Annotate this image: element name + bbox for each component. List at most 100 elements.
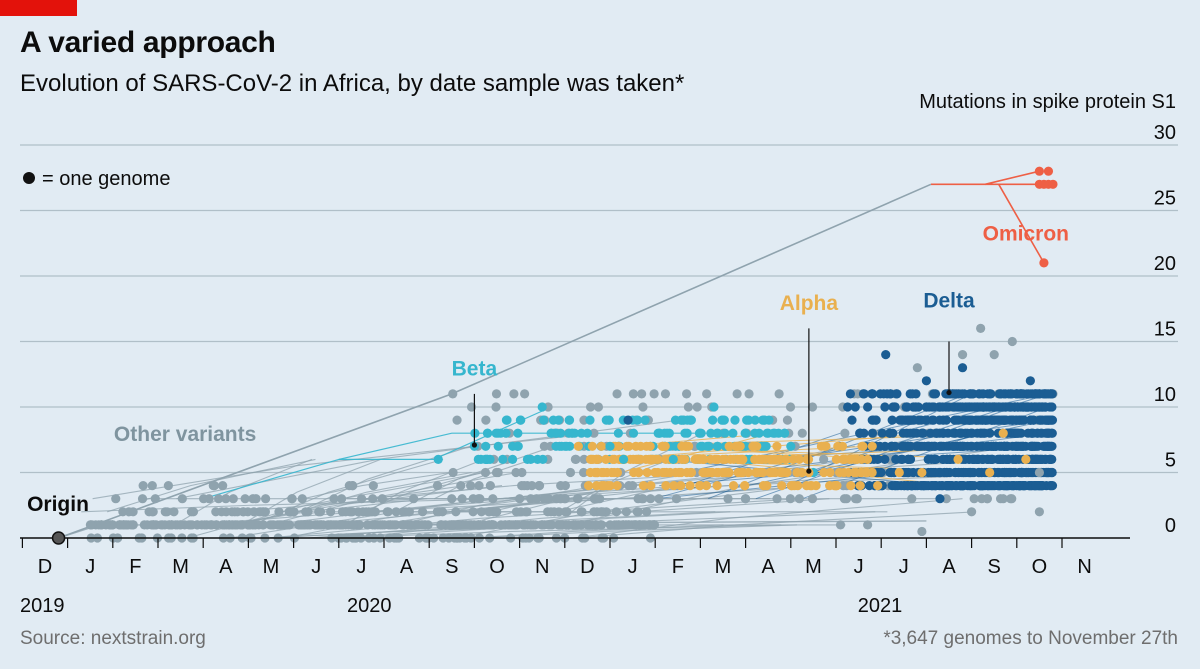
x-month-label: A [942,556,956,578]
delta-genome-dot [1043,441,1054,451]
delta-genome-dot [921,481,931,491]
y-axis-label: Mutations in spike protein S1 [919,91,1176,113]
variant-label-alpha: Alpha [780,292,839,315]
alpha-genome-dot [685,481,695,491]
beta-genome-dot [709,402,719,412]
other-genome-dot [520,520,530,530]
chart-title: A varied approach [20,26,276,59]
other-genome-dot [621,507,631,517]
beta-genome-dot [761,441,771,451]
other-genome-dot [166,520,176,530]
alpha-genome-dot [873,481,883,491]
alpha-genome-dot [779,467,790,478]
other-genome-dot [565,467,576,478]
beta-genome-dot [696,428,706,438]
beta-genome-dot [786,441,796,451]
variant-label-other-variants: Other variants [114,423,256,446]
other-genome-dot [209,481,220,491]
delta-genome-dot [957,481,968,491]
other-genome-dot [192,520,203,530]
delta-genome-dot [920,415,931,425]
beta-genome-dot [604,415,614,425]
delta-genome-dot [871,415,881,425]
other-variants-genome-dot [637,389,647,399]
y-tick-label: 30 [1154,122,1176,144]
beta-genome-dot [548,415,558,425]
other-branch [572,498,963,539]
other-genome-dot [367,520,378,530]
alpha-genome-dot [641,441,652,451]
other-genome-dot [530,520,540,530]
delta-genome-dot [979,428,989,438]
other-genome-dot [447,494,457,504]
other-genome-dot [446,520,457,530]
alpha-genome-dot [718,467,728,478]
other-genome-dot [517,467,527,478]
alpha-genome-dot [598,481,608,491]
other-genome-dot [683,402,694,412]
alpha-genome-dot [831,481,841,491]
other-genome-dot [969,494,979,504]
origin-marker: Origin [27,493,89,545]
delta-genome-dot [941,441,952,451]
delta-genome-dot [898,428,908,438]
delta-genome-dot [855,428,865,438]
delta-genome-dot [1035,454,1045,464]
beta-genome-dot [744,415,754,425]
y-tick-label: 0 [1165,515,1176,537]
other-genome-dot [527,481,537,491]
delta-genome-dot [1041,467,1051,478]
delta-genome-dot [957,402,967,412]
other-branch [107,458,316,513]
x-month-label: F [129,556,141,578]
beta-genome-dot [682,428,692,438]
delta-genome-dot [962,441,973,451]
omicron-branch [930,170,1040,186]
delta-genome-dot [891,454,901,464]
alpha-genome-dot [631,441,641,451]
delta-genome-dot [1007,389,1017,399]
other-genome-dot [224,520,234,530]
origin-label: Origin [27,493,89,516]
other-genome-dot [488,494,498,504]
beta-genome-dot [507,454,518,464]
alpha-genome-dot [789,481,799,491]
delta-genome-dot [1040,415,1050,425]
alpha-genome-dot [998,428,1008,438]
chart-subtitle: Evolution of SARS-CoV-2 in Africa, by da… [20,70,685,97]
delta-genome-dot [863,402,873,412]
alpha-genome-dot [867,441,877,451]
other-genome-dot [451,507,461,517]
beta-genome-dot [605,441,615,451]
x-year-label: 2019 [20,595,65,617]
x-month-label: S [445,556,458,578]
delta-genome-dot [843,402,853,412]
other-genome-dot [543,520,554,530]
delta-genome-dot [1001,467,1011,478]
delta-genome-dot [995,441,1005,451]
alpha-genome-dot [728,481,739,491]
x-month-label: M [172,556,189,578]
genome-dots [85,166,1058,543]
other-genome-dot [346,507,356,517]
other-branch [450,471,915,513]
variant-pointer-dot [471,442,477,448]
delta-genome-dot [1008,454,1018,464]
other-genome-dot [941,494,951,504]
other-genome-dot [156,520,166,530]
other-genome-dot [576,507,586,517]
delta-genome-dot [978,402,988,412]
other-genome-dot [316,520,326,530]
alpha-genome-dot [819,467,829,478]
alpha-genome-dot [857,441,867,451]
other-genome-dot [744,389,754,399]
other-genome-dot [554,520,564,530]
delta-genome-dot [875,441,885,451]
x-year-label: 2021 [858,595,903,617]
delta-genome-dot [906,415,916,425]
delta-genome-dot [918,428,928,438]
alpha-genome-dot [642,467,652,478]
delta-genome-dot [891,481,901,491]
other-genome-dot [560,507,570,517]
delta-genome-dot [1047,402,1057,412]
